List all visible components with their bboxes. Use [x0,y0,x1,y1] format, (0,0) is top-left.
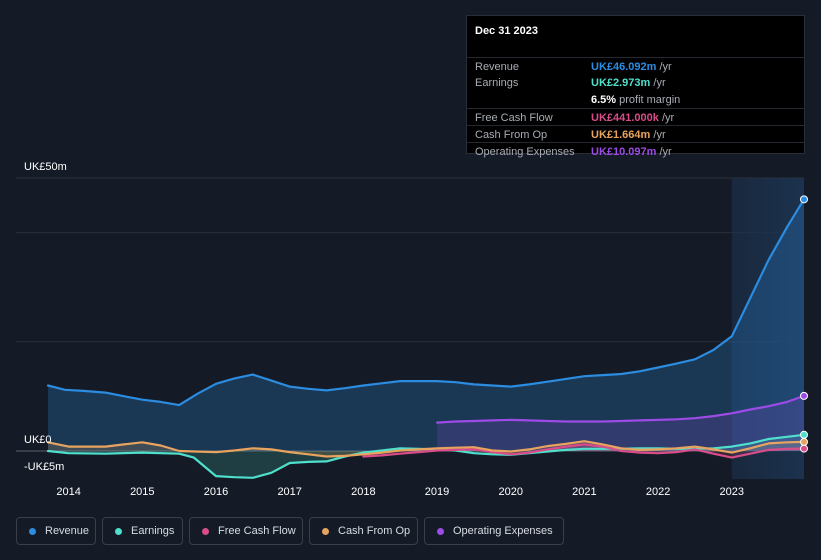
x-tick-label: 2018 [351,486,375,498]
legend-dot-icon [437,528,444,535]
legend-dot-icon [322,528,329,535]
free-cash-flow-line [362,443,806,459]
y-tick-label: UK£0 [24,434,52,446]
series-lines [46,198,806,479]
highlight-band [731,178,804,479]
tooltip-label: Cash From Op [475,129,548,141]
earnings-area [48,434,804,478]
operating-expenses-end-point [800,391,808,400]
tooltip-date: Dec 31 2023 [475,25,538,37]
tooltip-value: UK£2.973m /yr [591,77,666,89]
free-cash-flow-end-point [800,444,808,453]
x-tick-label: 2019 [425,486,449,498]
tooltip-value: UK£441.000k /yr [591,112,675,124]
tooltip-row-revenue: Revenue UK£46.092m /yr [467,57,804,75]
x-tick-label: 2017 [277,486,301,498]
x-axis: 2014 2015 2016 2017 2018 2019 2020 2021 2022 2023 [56,486,744,498]
tooltip-label: Earnings [475,77,519,89]
x-tick-label: 2023 [720,486,744,498]
tooltip-row-operating-expenses: Operating Expenses UK£10.097m /yr [467,142,804,158]
x-tick-label: 2015 [130,486,154,498]
legend-dot-icon [29,528,36,535]
legend-label: Cash From Op [338,525,411,537]
legend-dot-icon [115,528,122,535]
legend-item-cash-from-op[interactable]: Cash From Op [309,517,418,545]
legend-label: Earnings [131,525,175,537]
tooltip-value: UK£46.092m /yr [591,61,672,73]
operating-expenses-area [437,395,804,451]
tooltip-value: UK£1.664m /yr [591,129,666,141]
legend-dot-icon [202,528,209,535]
legend-item-revenue[interactable]: Revenue [16,517,96,545]
legend-item-free-cash-flow[interactable]: Free Cash Flow [189,517,303,545]
legend-label: Revenue [45,525,90,537]
tooltip-row-free-cash-flow: Free Cash Flow UK£441.000k /yr [467,108,804,126]
free-cash-flow-area [363,444,804,458]
series-end-markers [800,195,808,453]
legend-label: Operating Expenses [453,525,553,537]
revenue-area [48,199,804,451]
cash-from-op-end-point [800,437,808,446]
series-areas [48,199,804,478]
y-axis: UK£50m UK£0 -UK£5m [24,161,67,473]
x-tick-label: 2022 [646,486,670,498]
x-tick-label: 2021 [572,486,596,498]
earnings-end-point [800,430,808,439]
tooltip-value: UK£10.097m /yr [591,146,672,158]
tooltip-row-earnings: Earnings UK£2.973m /yr [467,74,804,91]
operating-expenses-line [436,394,806,424]
tooltip-value: 6.5% profit margin [591,94,681,106]
tooltip-label: Operating Expenses [475,146,575,158]
cash-from-op-line [46,440,806,458]
tooltip-label: Free Cash Flow [475,112,553,124]
y-tick-label: UK£50m [24,161,67,173]
y-tick-label: -UK£5m [24,461,64,473]
revenue-end-point [800,195,808,204]
forecast-highlight [731,178,804,479]
tooltip-label: Revenue [475,61,520,73]
x-tick-label: 2016 [204,486,228,498]
revenue-line [46,198,806,407]
x-tick-label: 2020 [498,486,522,498]
legend-item-earnings[interactable]: Earnings [102,517,183,545]
tooltip-row-cash-from-op: Cash From Op UK£1.664m /yr [467,125,804,143]
x-tick-label: 2014 [56,486,80,498]
legend-item-operating-expenses[interactable]: Operating Expenses [424,517,564,545]
legend-label: Free Cash Flow [218,525,296,537]
tooltip-panel: Dec 31 2023 Revenue UK£46.092m /yr Earni… [466,15,805,158]
tooltip-row-profit-margin: 6.5% profit margin [467,91,804,108]
